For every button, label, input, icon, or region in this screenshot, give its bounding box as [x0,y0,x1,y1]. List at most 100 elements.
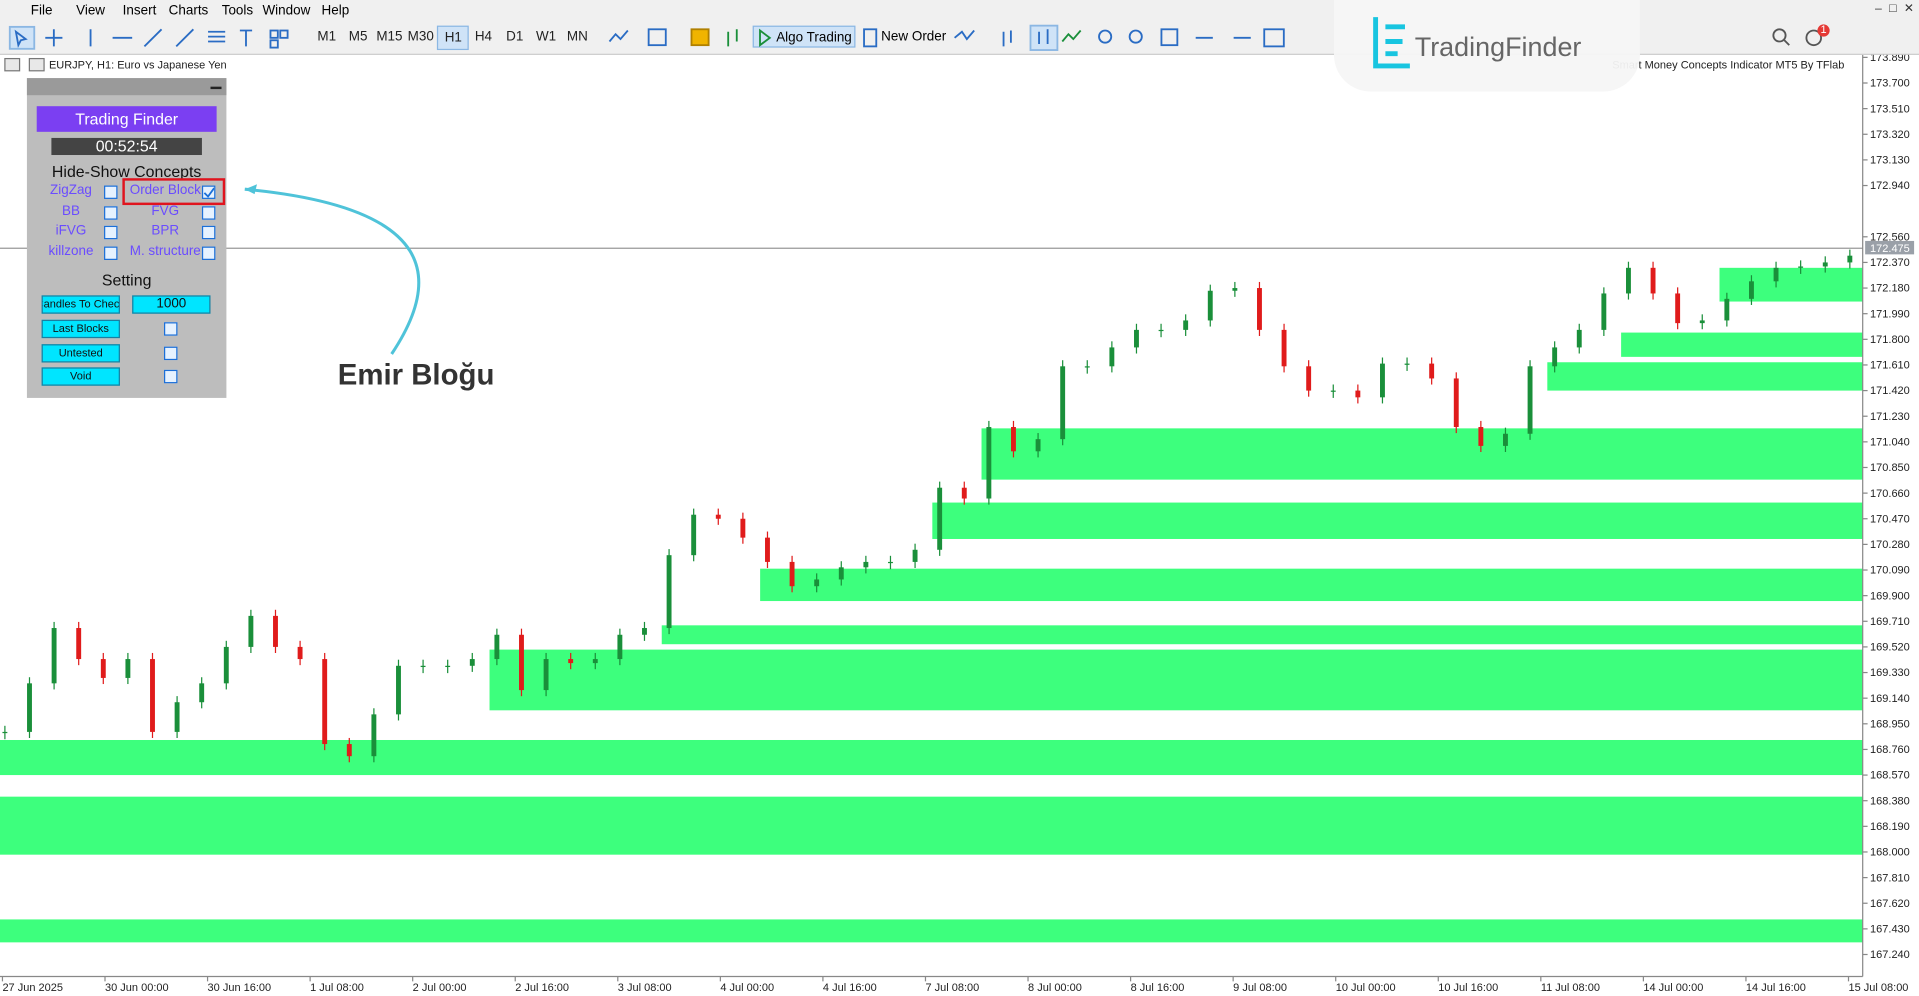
logo-card: TradingFinder [1333,0,1640,92]
indicator-name: Smart Money Concepts Indicator MT5 By TF… [1612,59,1844,71]
candle-body [27,683,32,732]
price-label: 169.330 [1870,667,1910,679]
price-label: 168.570 [1870,770,1910,782]
logo-text: TradingFinder [1414,31,1582,63]
price-label: 171.230 [1870,411,1910,423]
time-label: 7 Jul 08:00 [925,982,979,994]
candle-body [125,659,131,678]
candle-body [740,518,746,538]
candle-body [1650,267,1656,294]
candle-body [1699,320,1705,324]
candle-body [371,714,377,757]
candle-body [1330,390,1336,392]
candle-body [666,555,672,629]
concept-checkbox[interactable] [104,205,118,220]
concept-checkbox[interactable] [201,185,216,199]
candle-body [1380,363,1385,398]
candle-body [1207,290,1213,321]
algo-trading-button[interactable]: Algo Trading [752,25,856,48]
candle-body [1429,363,1435,379]
price-label: 171.990 [1870,308,1910,320]
time-label: 3 Jul 08:00 [618,982,672,994]
candle-body [814,579,820,587]
menu-item[interactable]: Help [321,3,350,19]
option-button[interactable]: Last Blocks [41,319,120,339]
candle-body [494,634,500,660]
candle-body [223,646,229,684]
timer: 00:52:54 [51,137,202,156]
timeframe-button[interactable]: D1 [506,29,524,44]
menu-item[interactable]: File [30,3,53,19]
badge-count: 1 [1820,23,1827,36]
menu-item[interactable]: Charts [168,3,209,19]
price-label: 167.620 [1870,898,1910,910]
price-label: 173.320 [1870,129,1910,141]
timeframe-button[interactable]: M30 [407,29,434,44]
price-label: 172.940 [1870,180,1910,192]
timeframe-button[interactable]: MN [566,29,588,44]
option-checkbox[interactable] [163,370,178,384]
candle-body [248,615,254,647]
concept-checkbox[interactable] [104,245,118,260]
price-label: 169.900 [1870,590,1910,602]
candle-body [1257,288,1262,330]
candle-body [1847,255,1853,263]
menu-item[interactable]: Window [262,3,311,19]
candle-body [1601,293,1607,330]
concept-checkbox[interactable] [104,185,118,199]
candle-body [1306,366,1312,391]
candle-body [51,628,57,684]
price-label: 167.810 [1870,872,1910,884]
candle-body [100,659,106,678]
bid-label: 172.475 [1870,243,1910,255]
candle-body [396,665,401,715]
candle-body [937,487,943,550]
price-label: 173.510 [1870,103,1910,115]
price-label: 169.140 [1870,693,1910,705]
price-label: 171.800 [1870,334,1910,346]
timeframe-button[interactable]: H1 [437,25,470,51]
menu-item[interactable]: Tools [221,3,254,19]
candle-body [1084,366,1090,368]
concept-checkbox[interactable] [104,225,118,240]
timeframe-button[interactable]: M15 [376,29,403,44]
option-button[interactable]: Void [41,367,120,387]
candle-body [1724,298,1730,321]
candles-to-check-input[interactable]: 1000 [132,295,211,314]
concept-label: ZigZag [50,183,92,198]
candle-body [642,628,647,635]
price-label: 173.890 [1870,55,1910,64]
panel-brand: Trading Finder [36,106,217,132]
concept-checkbox[interactable] [201,245,216,260]
concept-checkbox[interactable] [201,225,216,240]
time-label: 14 Jul 00:00 [1643,982,1703,994]
order-block [1547,362,1863,391]
price-label: 168.760 [1870,744,1910,756]
menu-item[interactable]: Insert [122,3,157,19]
timeframe-button[interactable]: H4 [474,29,493,44]
timeframe-button[interactable]: M5 [348,29,368,44]
option-button[interactable]: Untested [41,343,120,363]
new-order-button[interactable]: New Order [881,29,947,44]
candle-body [150,659,155,732]
candle-body [174,702,180,732]
symbol-icon [4,57,21,72]
time-label: 4 Jul 16:00 [823,982,877,994]
concept-label: killzone [48,243,94,259]
menu-item[interactable]: View [76,3,106,19]
annotation-arrow [244,187,421,355]
candle-body [1060,366,1066,440]
timeframe-button[interactable]: M1 [317,29,337,44]
option-checkbox[interactable] [163,346,178,360]
concept-label: iFVG [55,223,87,239]
time-label: 10 Jul 00:00 [1336,982,1396,994]
minimize-button[interactable] [210,86,222,90]
candle-body [445,665,451,668]
timeframe-button[interactable]: W1 [535,29,557,44]
window-controls[interactable]: –□✕ [1874,2,1919,16]
price-label: 173.130 [1870,155,1910,167]
concept-checkbox[interactable] [201,205,216,220]
option-checkbox[interactable] [163,322,178,336]
time-label: 2 Jul 16:00 [515,982,569,994]
